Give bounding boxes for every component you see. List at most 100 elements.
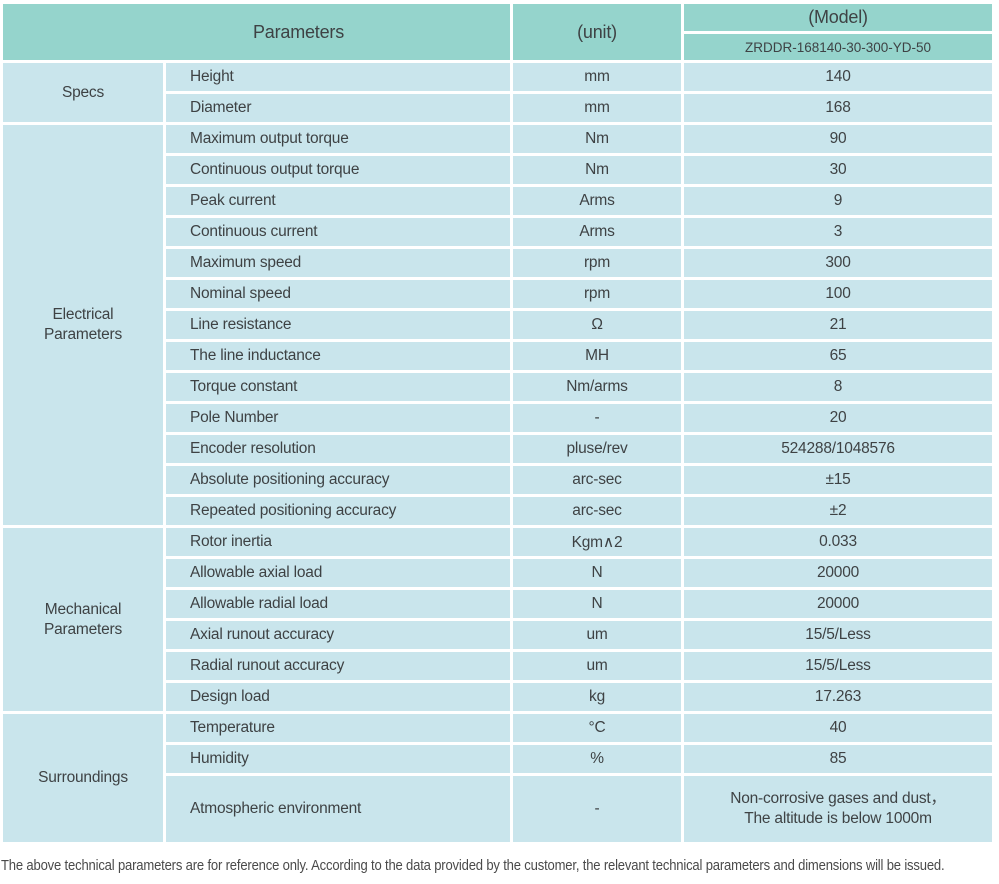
parameter-name-cell: Atmospheric environment [166,776,511,842]
parameter-name-cell: Radial runout accuracy [166,652,511,680]
unit-cell: Arms [513,187,682,215]
unit-cell: MH [513,342,682,370]
parameter-name-cell: Maximum output torque [166,125,511,153]
spec-table: Parameters (unit) (Model) ZRDDR-168140-3… [0,1,995,845]
unit-cell: Nm/arms [513,373,682,401]
table-row: Specs Height mm 140 [3,63,993,122]
unit-cell: mm [513,94,682,122]
unit-cell: Nm [513,125,682,153]
unit-cell: arc-sec [513,466,682,494]
parameter-name-cell: Temperature [166,714,511,742]
table-row: Allowable axial load N 20000 [3,559,993,587]
group-label: Mechanical Parameters [3,528,163,711]
table-row: Humidity% 85 [3,745,993,773]
value-cell: 9 [684,187,993,215]
parameter-name-cell: Design load [166,683,511,711]
value-cell: 21 [684,311,993,339]
table-row: Torque constant Nm/arms 8 [3,373,993,401]
parameter-name-cell: Nominal speed [166,280,511,308]
value-cell: Non-corrosive gases and dust， The altitu… [684,776,993,842]
value-cell: 300 [684,249,993,277]
parameter-name-cell: Encoder resolution [166,435,511,463]
parameter-name-cell: Diameter [166,94,511,122]
table-row: Continuous output torque Nm 30 [3,156,993,184]
unit-cell: % [513,745,682,773]
unit-cell: um [513,652,682,680]
header-row-2: ZRDDR-168140-30-300-YD-50 [3,34,993,60]
group-label: Specs [3,63,163,122]
value-cell: 30 [684,156,993,184]
value-cell: 0.033 [684,528,993,556]
unit-cell: rpm [513,249,682,277]
unit-cell: Ω [513,311,682,339]
table-row: Design load kg 17.263 [3,683,993,711]
unit-cell: - [513,404,682,432]
unit-header: (unit) [513,4,682,60]
parameter-name-cell: Continuous current [166,218,511,246]
parameter-name-cell: Absolute positioning accuracy [166,466,511,494]
table-row: Diameter mm 168 [3,94,993,122]
value-cell: 524288/1048576 [684,435,993,463]
group-label: Electrical Parameters [3,125,163,525]
parameter-name-cell: Torque constant [166,373,511,401]
table-row: Mechanical Parameters Rotor inertia Kgm∧2 0… [3,528,993,711]
unit-cell: kg [513,683,682,711]
unit-cell: Nm [513,156,682,184]
parameter-name-cell: Height [166,63,511,91]
parameter-name-cell: Peak current [166,187,511,215]
table-row: Atmospheric environment - Non-corrosive ga… [3,776,993,842]
value-cell: 140 [684,63,993,91]
unit-cell: N [513,559,682,587]
group-label: Surroundings [3,714,163,842]
table-row: Absolute positioning accuracy arc-sec ±15 [3,466,993,494]
parameter-name-cell: Axial runout accuracy [166,621,511,649]
parameter-name-cell: Repeated positioning accuracy [166,497,511,525]
model-number: ZRDDR-168140-30-300-YD-50 [684,34,993,60]
parameter-name-cell: Maximum speed [166,249,511,277]
parameters-header: Parameters [3,4,511,60]
value-cell: ±2 [684,497,993,525]
value-cell: 100 [684,280,993,308]
table-row: Electrical Parameters Maximum output torq… [3,125,993,525]
value-cell: ±15 [684,466,993,494]
parameter-name-cell: Pole Number [166,404,511,432]
table-row: Nominal speed rpm 100 [3,280,993,308]
table-row: Repeated positioning accuracy arc-sec ±2 [3,497,993,525]
table-row: Maximum speed rpm 300 [3,249,993,277]
parameter-name-cell: The line inductance [166,342,511,370]
model-header: (Model) [684,4,993,31]
parameter-name-cell: Allowable axial load [166,559,511,587]
value-cell: 90 [684,125,993,153]
value-cell: 20 [684,404,993,432]
value-cell: 3 [684,218,993,246]
parameter-name-cell: Humidity [166,745,511,773]
table-row: Allowable radial load N 20000 [3,590,993,618]
table-row: Surroundings Temperature °C 40 [3,714,993,842]
table-row: Peak current Arms 9 [3,187,993,215]
value-cell: 15/5/Less [684,621,993,649]
value-cell: 8 [684,373,993,401]
value-cell: 20000 [684,559,993,587]
spec-table-body: Specs Height mm 140 Diameter mm 168 Electrical … [3,63,993,842]
unit-cell: arc-sec [513,497,682,525]
unit-cell: - [513,776,682,842]
unit-cell: Kgm∧2 [513,528,682,556]
value-cell: 40 [684,714,993,742]
table-row: Pole Number -20 [3,404,993,432]
value-cell: 15/5/Less [684,652,993,680]
value-cell: 65 [684,342,993,370]
table-row: Encoder resolution pluse/rev 524288/104857… [3,435,993,463]
table-row: Continuous current Arms 3 [3,218,993,246]
table-row: Radial runout accuracy um 15/5/Less [3,652,993,680]
unit-cell: pluse/rev [513,435,682,463]
value-cell: 17.263 [684,683,993,711]
footer-note: The above technical parameters are for r… [1,857,945,874]
parameter-name-cell: Line resistance [166,311,511,339]
parameter-name-cell: Continuous output torque [166,156,511,184]
unit-cell: mm [513,63,682,91]
unit-cell: rpm [513,280,682,308]
unit-cell: um [513,621,682,649]
unit-cell: N [513,590,682,618]
header-row-1: Parameters (unit) (Model) [3,4,993,60]
unit-cell: Arms [513,218,682,246]
